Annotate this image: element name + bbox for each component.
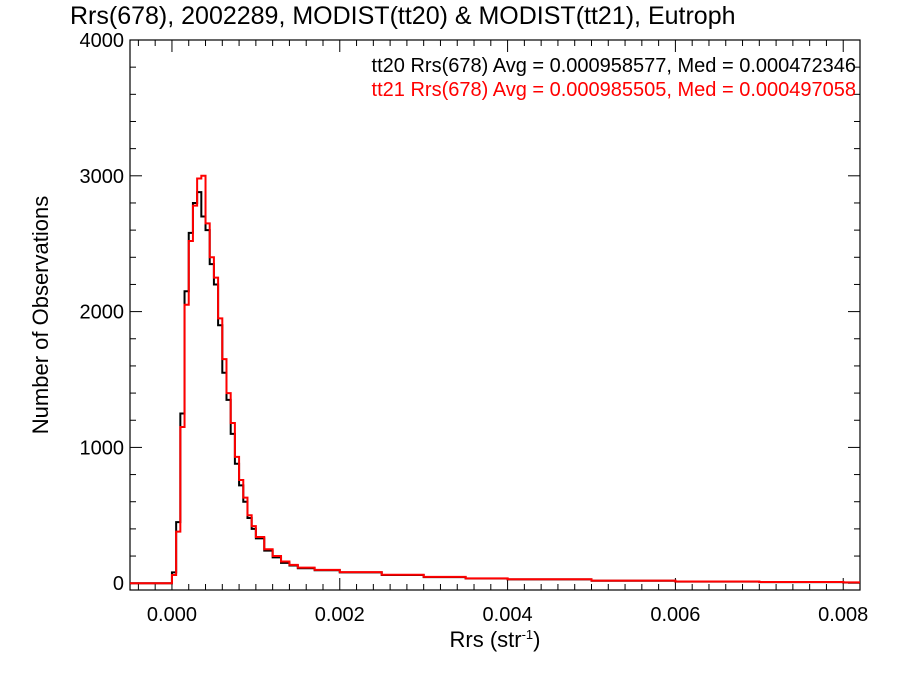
y-tick-label: 0: [113, 573, 124, 595]
plot-frame: [129, 39, 861, 591]
x-axis-label-suffix: ): [533, 627, 540, 652]
x-axis-label-main: Rrs (str: [450, 627, 522, 652]
series-line-tt21: [130, 174, 860, 585]
chart-title: Rrs(678), 2002289, MODIST(tt20) & MODIST…: [70, 2, 736, 30]
x-tick-label: 0.008: [818, 604, 868, 626]
x-axis-label-superscript: -1: [522, 627, 534, 642]
y-axis-label: Number of Observations: [28, 196, 53, 434]
x-axis-label: Rrs (str-1): [450, 627, 541, 652]
x-tick-label: 0.004: [483, 604, 533, 626]
axis-ticks: 0.000 0.002 0.004 0.006 0.008 0 1000 2000 3000 40…: [80, 30, 869, 626]
x-tick-label: 0.002: [315, 604, 365, 626]
x-tick-label: 0.000: [147, 604, 197, 626]
legend-entry-tt20: tt20 Rrs(678) Avg = 0.000958577, Med = 0…: [372, 55, 856, 77]
y-tick-label: 2000: [80, 302, 125, 324]
x-tick-label: 0.006: [650, 604, 700, 626]
legend-entry-tt21: tt21 Rrs(678) Avg = 0.000985505, Med = 0…: [372, 79, 856, 101]
y-tick-label: 1000: [80, 437, 125, 459]
series-line-tt20: [130, 191, 860, 585]
series-group: [130, 174, 860, 585]
y-tick-label: 3000: [80, 166, 125, 188]
y-tick-label: 4000: [80, 30, 125, 52]
